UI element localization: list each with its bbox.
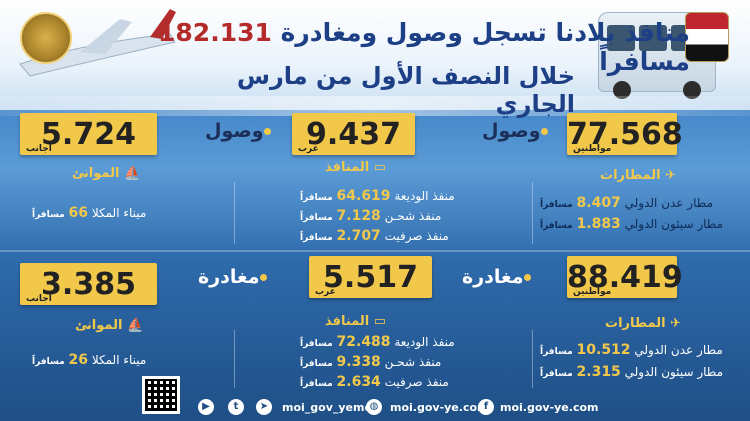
departure-landport-row-3: منفذ صرفيت 2.634 مسافراً [300,374,449,390]
bus-icon: ▭ [369,160,387,175]
bus-icon: ▭ [369,314,387,329]
arrival-seaports-box: 5.724 أجانب [20,113,157,155]
row-separator [0,250,750,252]
departure-seaports-box: 3.385 أجانب [20,263,157,305]
departure-word-1: مغادرة [462,266,535,288]
departure-seaports-title: ⛵ الموانئ [75,318,144,333]
ship-icon: ⛵ [122,318,144,333]
divider [532,330,533,388]
arrival-landport-row-3: منفذ صرفيت 2.707 مسافراً [300,228,449,244]
wave-decoration [0,96,750,116]
departure-airport-row-2: مطار سيئون الدولي 2.315 مسافراً [540,364,724,380]
arrival-airport-row-2: مطار سيئون الدولي 1.883 مسافراً [540,216,724,232]
divider [234,330,235,388]
telegram-icon[interactable]: ➤ [256,399,272,415]
departure-landport-row-2: منفذ شحـن 9.338 مسافراً [300,354,442,370]
departure-airports-value: 88.419 [567,260,683,295]
ministry-emblem [20,12,72,64]
arrival-landport-row-2: منفذ شحـن 7.128 مسافراً [300,208,442,224]
arrival-seaports-value: 5.724 [41,117,136,152]
departure-seaports-tag: أجانب [26,294,52,304]
ship-icon: ⛵ [119,166,141,181]
arrival-landport-row-1: منفذ الوديعة 64.619 مسافراً [300,188,455,204]
qr-code[interactable] [142,376,180,414]
facebook-icon[interactable]: f [478,399,494,415]
arrival-airports-title: ✈ المطارات [600,168,677,183]
globe-icon[interactable]: ◍ [366,399,382,415]
arrival-seaports-title: ⛵ الموانئ [72,166,141,181]
plane-icon: ✈ [665,316,682,331]
website-link[interactable]: moi.gov-ye.com [390,401,489,414]
departure-landports-title: ▭ المنافذ [325,314,387,329]
arrival-landports-value: 9.437 [306,117,401,152]
arrival-landports-box: 9.437 عرب [292,113,415,155]
divider [532,182,533,244]
arrival-airports-value: 77.568 [567,117,683,152]
departure-airports-tag: مواطنين [573,287,612,297]
departure-airports-box: 88.419 مواطنين [567,256,683,298]
arrival-landports-title: ▭ المنافذ [325,160,387,175]
departure-word-2: مغادرة [198,266,271,288]
republic-seal [685,12,729,62]
youtube-icon[interactable]: ▶ [198,399,214,415]
departure-landports-value: 5.517 [323,260,418,295]
departure-seaports-value: 3.385 [41,267,136,302]
total-travelers: 182.131 [158,18,272,47]
departure-seaport-row-1: ميناء المكلا 26 مسافراً [32,352,147,368]
arrival-landports-tag: عرب [298,144,319,154]
departure-airport-row-1: مطار عدن الدولي 10.512 مسافراً [540,342,723,358]
arrival-airports-box: 77.568 مواطنين [567,113,683,155]
divider [234,182,235,244]
page-subtitle: خلال النصف الأول من مارس الجاري [236,62,575,118]
arrival-airports-tag: مواطنين [573,144,612,154]
social-handle[interactable]: moi_gov_yemen [282,401,380,414]
facebook-link[interactable]: moi.gov-ye.com [500,401,599,414]
twitter-icon[interactable]: t [228,399,244,415]
departure-airports-title: ✈ المطارات [605,316,682,331]
arrival-word-2: وصول [205,120,275,142]
departure-landports-box: 5.517 عرب [309,256,432,298]
departure-landports-tag: عرب [315,287,336,297]
arrival-airport-row-1: مطار عدن الدولي 8.407 مسافراً [540,195,714,211]
departure-landport-row-1: منفذ الوديعة 72.488 مسافراً [300,334,455,350]
plane-icon: ✈ [660,168,677,183]
airplane-illustration [19,9,176,77]
arrival-seaport-row-1: ميناء المكلا 66 مسافراً [32,205,147,221]
arrival-word-1: وصول [482,120,552,142]
arrival-seaports-tag: أجانب [26,144,52,154]
page-title: منافذ بلادنا تسجل وصول ومغادرة 182.131 م… [158,18,690,76]
